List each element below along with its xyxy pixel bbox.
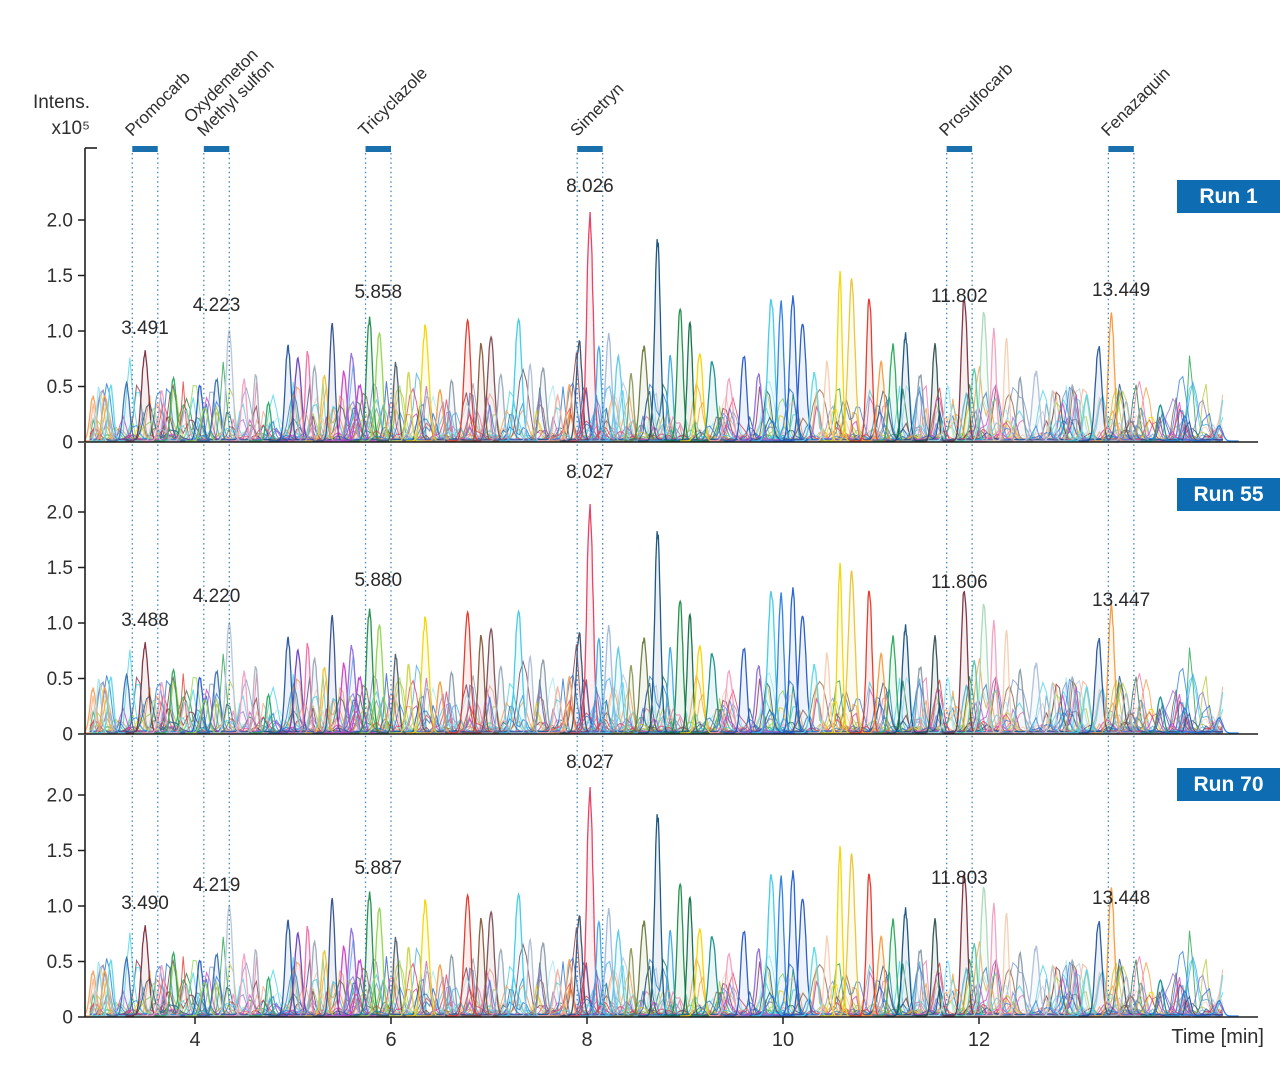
rt-annotation: 8.026 <box>566 176 614 197</box>
y-tick-label: 1.5 <box>47 266 73 287</box>
y-axis-label-block: Intens. x10⁵ <box>18 90 90 141</box>
panel-traces <box>85 786 1239 1017</box>
rt-annotation: 4.220 <box>192 586 241 607</box>
y-tick-label: 0.5 <box>47 669 73 690</box>
panel-traces <box>85 211 1239 442</box>
y-tick-label: 2.0 <box>47 786 73 807</box>
x-tick-label: 4 <box>189 1029 200 1051</box>
marker-cap <box>946 146 973 152</box>
y-axis-scale: x10⁵ <box>51 117 90 139</box>
rt-annotation: 5.880 <box>354 570 403 591</box>
rt-annotation: 11.806 <box>931 572 988 593</box>
rt-annotation: 5.858 <box>354 282 403 303</box>
rt-annotation: 3.490 <box>121 893 169 914</box>
x-axis-label: Time [min] <box>1171 1026 1264 1048</box>
rt-annotation: 3.491 <box>121 318 169 339</box>
rt-annotation: 4.219 <box>192 875 241 896</box>
rt-annotation: 11.803 <box>931 868 988 889</box>
panel-traces <box>85 503 1239 734</box>
marker-cap <box>203 146 230 152</box>
y-tick-label: 0.5 <box>47 952 73 973</box>
marker-windows <box>131 146 1135 1017</box>
rt-annotation: 11.802 <box>931 286 988 307</box>
rt-annotation: 8.027 <box>566 462 614 483</box>
x-tick-label: 12 <box>968 1029 990 1051</box>
y-tick-label: 1.5 <box>47 841 73 862</box>
rt-annotation: 8.027 <box>566 752 614 773</box>
y-tick-label: 1.0 <box>47 897 73 918</box>
marker-cap <box>365 146 391 152</box>
y-tick-label: 0.5 <box>47 377 73 398</box>
rt-annotation: 3.488 <box>121 610 169 631</box>
y-tick-label: 1.5 <box>47 558 73 579</box>
x-tick-label: 8 <box>581 1029 592 1051</box>
rt-annotation: 13.449 <box>1092 280 1151 301</box>
run-badge-55: Run 55 <box>1177 478 1280 511</box>
rt-annotation: 13.447 <box>1092 590 1151 611</box>
run-badge-70: Run 70 <box>1177 768 1280 801</box>
y-tick-label: 0 <box>62 433 73 454</box>
marker-cap <box>132 146 158 152</box>
x-tick-label: 10 <box>772 1029 794 1051</box>
marker-cap <box>1108 146 1134 152</box>
rt-annotation: 4.223 <box>192 295 241 316</box>
y-tick-label: 2.0 <box>47 503 73 524</box>
y-tick-label: 1.0 <box>47 322 73 343</box>
y-tick-label: 0 <box>62 725 73 746</box>
y-tick-label: 1.0 <box>47 614 73 635</box>
y-axis-label: Intens. <box>32 92 90 113</box>
x-tick-label: 6 <box>385 1029 396 1051</box>
marker-cap <box>577 146 603 152</box>
y-tick-label: 2.0 <box>47 211 73 232</box>
run-badge-1: Run 1 <box>1177 180 1280 213</box>
rt-annotation: 5.887 <box>354 858 403 879</box>
y-tick-label: 0 <box>62 1008 73 1029</box>
axes: 0 0.5 1.0 1.5 2.0 0 0.5 1.0 1.5 2.0 0 0.5 1.0 1.5 2.0 4… <box>47 147 1258 1051</box>
rt-annotation: 13.448 <box>1092 888 1151 909</box>
